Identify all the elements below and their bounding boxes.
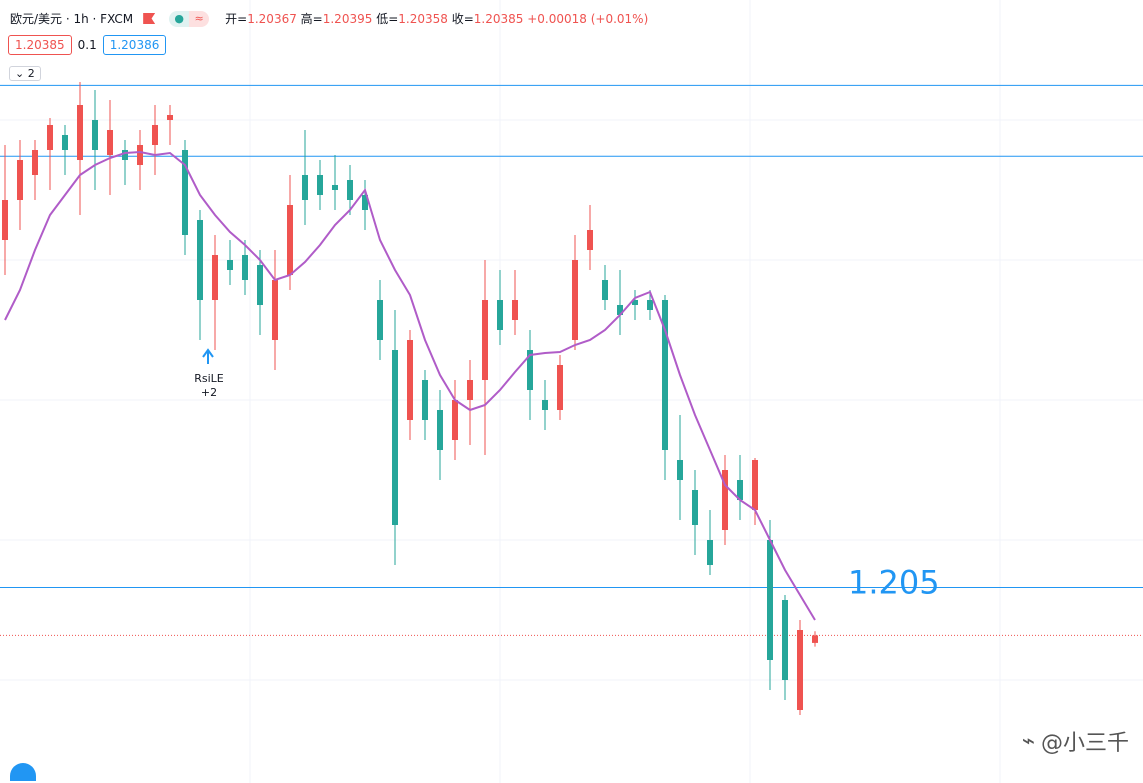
candle-body bbox=[452, 400, 458, 440]
candle-body bbox=[587, 230, 593, 250]
candle-body bbox=[212, 255, 218, 300]
candle-body bbox=[92, 120, 98, 150]
pane-toggle[interactable]: ⌄ 2 bbox=[9, 66, 41, 81]
candle-body bbox=[662, 300, 668, 450]
candle-body bbox=[482, 300, 488, 380]
candle-body bbox=[512, 300, 518, 320]
candle-body bbox=[257, 265, 263, 305]
watermark-text: @小三千 bbox=[1040, 731, 1129, 756]
candle-body bbox=[497, 300, 503, 330]
watermark-icon: ⌁ bbox=[1021, 728, 1035, 754]
candle-body bbox=[542, 400, 548, 410]
flag-icon[interactable] bbox=[143, 13, 156, 24]
candle-body bbox=[437, 410, 443, 450]
signal-arrow bbox=[202, 348, 214, 364]
candle-body bbox=[272, 280, 278, 340]
candle-body bbox=[812, 635, 818, 643]
candle-body bbox=[407, 340, 413, 420]
trade-row: 1.20385 0.1 1.20386 bbox=[8, 35, 167, 55]
candle-body bbox=[737, 480, 743, 500]
symbol: 欧元/美元 · 1h · FXCM bbox=[10, 12, 134, 26]
candle-body bbox=[752, 460, 758, 510]
spread: 0.1 bbox=[77, 38, 97, 52]
candle-body bbox=[467, 380, 473, 400]
header: 欧元/美元 · 1h · FXCM ● ≈ 开=1.20367 高=1.20395… bbox=[10, 10, 648, 27]
logo[interactable] bbox=[10, 763, 36, 781]
signal-label: RsiLE bbox=[194, 372, 224, 385]
level-label: 1.205 bbox=[848, 564, 940, 602]
ohlc-label: 低= bbox=[376, 12, 399, 26]
candle-body bbox=[32, 150, 38, 175]
candle-body bbox=[152, 125, 158, 145]
candle-body bbox=[707, 540, 713, 565]
ohlc: 开=1.20367 高=1.20395 低=1.20358 收=1.20385 … bbox=[225, 10, 648, 27]
candle-body bbox=[692, 490, 698, 525]
candle-body bbox=[77, 105, 83, 160]
ohlc-value: 1.20367 bbox=[247, 12, 297, 26]
candle-body bbox=[782, 600, 788, 680]
candle-body bbox=[47, 125, 53, 150]
candle-body bbox=[62, 135, 68, 150]
candle-body bbox=[197, 220, 203, 300]
candle-body bbox=[527, 350, 533, 390]
sell-button[interactable]: 1.20385 bbox=[8, 35, 72, 55]
candle-body bbox=[362, 195, 368, 210]
ohlc-value: 1.20385 bbox=[473, 12, 524, 26]
candle-body bbox=[167, 115, 173, 120]
moving-average bbox=[4, 150, 816, 621]
ohlc-label: 收= bbox=[451, 12, 474, 26]
change: +0.00018 (+0.01%) bbox=[527, 12, 649, 26]
candle-body bbox=[797, 630, 803, 710]
candle-body bbox=[617, 305, 623, 315]
candle-body bbox=[377, 300, 383, 340]
candle-body bbox=[242, 255, 248, 280]
candle-body bbox=[392, 350, 398, 525]
watermark: ⌁ @小三千 bbox=[1022, 725, 1129, 757]
ohlc-value: 1.20358 bbox=[398, 12, 448, 26]
ohlc-value: 1.20395 bbox=[322, 12, 373, 26]
candle-body bbox=[647, 300, 653, 310]
candle-body bbox=[182, 150, 188, 235]
candle-body bbox=[722, 470, 728, 530]
candle-body bbox=[347, 180, 353, 200]
candle-body bbox=[422, 380, 428, 420]
candle-body bbox=[602, 280, 608, 300]
ohlc-label: 开= bbox=[225, 12, 248, 26]
ohlc-label: 高= bbox=[300, 12, 323, 26]
candle-body bbox=[107, 130, 113, 155]
candle-body bbox=[332, 185, 338, 190]
pane-count: 2 bbox=[27, 67, 35, 80]
candle-body bbox=[632, 300, 638, 305]
candle-body bbox=[302, 175, 308, 200]
candle-body bbox=[227, 260, 233, 270]
candle-body bbox=[572, 260, 578, 340]
signal-qty: +2 bbox=[201, 386, 217, 399]
candle-body bbox=[2, 200, 8, 240]
candle-body bbox=[557, 365, 563, 410]
candle-body bbox=[137, 145, 143, 165]
candle-body bbox=[317, 175, 323, 195]
candle-body bbox=[287, 205, 293, 275]
candle-body bbox=[17, 160, 23, 200]
status-pill[interactable]: ● ≈ bbox=[169, 10, 210, 27]
candle-body bbox=[122, 150, 128, 160]
buy-button[interactable]: 1.20386 bbox=[102, 35, 167, 55]
signal-marker: RsiLE +2 bbox=[194, 348, 224, 399]
candle-body bbox=[677, 460, 683, 480]
candle-body bbox=[767, 540, 773, 660]
